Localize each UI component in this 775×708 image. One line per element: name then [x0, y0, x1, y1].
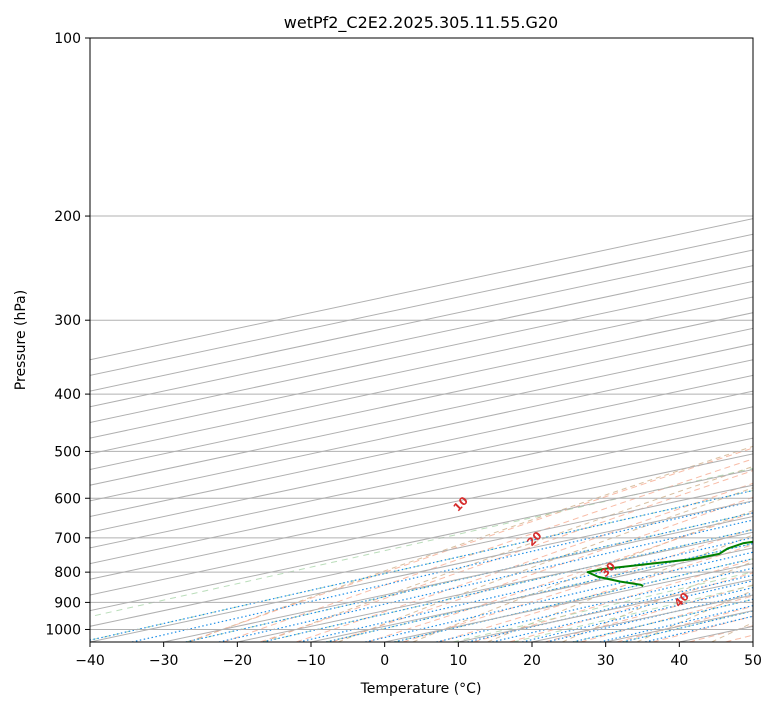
y-tick-label: 100	[54, 31, 81, 47]
x-tick-label: −10	[296, 653, 326, 669]
x-axis-label: Temperature (°C)	[360, 681, 482, 697]
isotherm-line	[90, 249, 753, 392]
isotherm-line	[90, 406, 753, 549]
dry-adiabat	[487, 534, 753, 642]
mixing-ratio-line	[394, 558, 753, 642]
x-tick-label: 30	[597, 653, 615, 669]
mixing-ratio-line	[325, 542, 753, 642]
y-tick-label: 500	[54, 444, 81, 460]
dry-adiabat	[263, 465, 753, 642]
isotherm-line	[90, 500, 753, 642]
isotherm-line	[90, 453, 753, 596]
isotherm-line	[90, 265, 753, 408]
y-tick-label: 200	[54, 209, 81, 225]
x-tick-label: 0	[380, 653, 389, 669]
x-tick-label: −20	[223, 653, 253, 669]
isotherm-line	[90, 484, 753, 627]
dry-adiabat	[412, 510, 753, 642]
mixing-ratio-line	[599, 604, 753, 642]
isotherm-line	[163, 516, 753, 642]
plot-frame	[89, 37, 754, 643]
x-tick-label: 20	[523, 653, 541, 669]
y-tick-label: 400	[54, 387, 81, 403]
grid-lines	[90, 38, 753, 642]
y-tick-label: 900	[54, 595, 81, 611]
moist-adiabat	[187, 447, 753, 642]
moist-adiabat	[509, 572, 753, 642]
moist-adiabat	[331, 496, 753, 642]
moist-adiabat	[580, 595, 753, 642]
isotherm-line	[237, 531, 753, 642]
isotherm-line	[90, 327, 753, 471]
y-tick-label: 700	[54, 531, 81, 547]
mixing-ratio-line	[90, 489, 753, 641]
x-tick-label: 50	[744, 653, 762, 669]
mixing-ratio-line	[645, 615, 753, 642]
isotherm-line	[90, 468, 753, 612]
y-axis: 100 200 300 400 500 600 700 800 900 1000	[45, 31, 90, 638]
moist-adiabat	[438, 544, 753, 642]
isotherm-line	[90, 233, 753, 376]
isotherm-line	[90, 312, 753, 455]
y-tick-label: 1000	[45, 622, 81, 638]
isotherm-line	[90, 437, 753, 580]
mixing-ratio-line	[131, 500, 753, 642]
x-tick-label: 40	[670, 653, 688, 669]
saturation-line	[262, 529, 753, 642]
y-tick-label: 800	[54, 565, 81, 581]
mixing-ratio-line	[218, 519, 753, 642]
x-tick-label: −30	[149, 653, 179, 669]
x-tick-label: −40	[75, 653, 105, 669]
mixing-ratio-line	[622, 610, 753, 642]
mixing-ratio-line	[299, 536, 753, 642]
x-tick-label: 10	[449, 653, 467, 669]
dry-adiabat	[188, 445, 753, 642]
isotherm-line	[90, 280, 753, 423]
y-tick-label: 300	[54, 313, 81, 329]
x-axis: −40 −30 −20 −10 0 10 20 30 40 50	[75, 642, 762, 669]
isotherm-line	[90, 296, 753, 439]
profile-traces	[586, 540, 753, 588]
moist-adiabat	[367, 511, 753, 642]
dewpoint-profile	[586, 540, 753, 588]
saturation-line	[90, 490, 753, 641]
chart-title: wetPf2_C2E2.2025.305.11.55.G20	[284, 13, 558, 33]
moist-adiabat	[473, 558, 753, 642]
y-tick-label: 600	[54, 491, 81, 507]
isotherm-line	[90, 421, 753, 565]
isotherm-line	[90, 218, 753, 361]
moist-adiabat	[402, 528, 753, 642]
y-axis-label: Pressure (hPa)	[13, 290, 29, 390]
